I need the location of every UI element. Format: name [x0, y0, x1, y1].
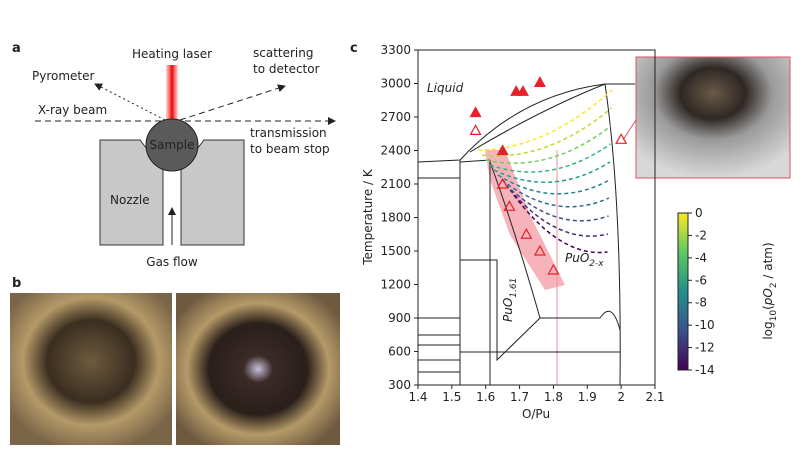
y-tick-label: 2100 — [380, 177, 411, 191]
colorbar-tick-label: -12 — [695, 341, 715, 355]
data-point — [469, 106, 482, 118]
data-point — [516, 85, 529, 96]
panel-label: b — [12, 276, 21, 291]
text: 2 — [769, 282, 779, 288]
label: Sample — [150, 138, 195, 152]
inset-link — [622, 119, 637, 141]
data-point — [469, 124, 482, 135]
x-tick-label: 1.4 — [408, 390, 427, 404]
annotation: Liquid — [427, 81, 464, 95]
colorbar-tick-label: 0 — [695, 206, 703, 220]
data-point — [503, 200, 516, 211]
colorbar — [677, 212, 689, 371]
isobar — [501, 179, 610, 208]
panel-label: c — [350, 41, 358, 56]
y-tick-label: 1800 — [380, 211, 411, 225]
x-tick-label: 1.9 — [578, 390, 597, 404]
scatter-arrow — [179, 84, 286, 121]
label: transmission — [250, 126, 327, 140]
data-point — [615, 133, 628, 144]
data-point — [547, 263, 560, 275]
text: 1.61 — [509, 278, 519, 298]
pyrometer-arrow — [94, 83, 166, 121]
label: Nozzle — [110, 193, 150, 207]
isobar — [477, 89, 613, 151]
x-tick-label: 2.1 — [645, 390, 664, 404]
data-point — [496, 144, 509, 156]
x-tick-label: 2 — [617, 390, 625, 404]
colorbar-tick-label: -2 — [695, 228, 707, 242]
colorbar-tick-label: -8 — [695, 296, 707, 310]
x-tick-label: 1.7 — [510, 390, 529, 404]
isobar — [505, 184, 609, 222]
y-axis-label: Temperature / K — [361, 168, 375, 266]
isobar — [509, 189, 609, 237]
label: X-ray beam — [38, 103, 107, 117]
x-tick-label: 1.6 — [476, 390, 495, 404]
label: Heating laser — [132, 47, 212, 61]
annotation: PuO2-x — [565, 251, 604, 269]
text: pO — [761, 288, 775, 306]
data-point — [520, 228, 533, 239]
colorbar-tick-label: -6 — [695, 273, 707, 287]
text: PuO — [501, 298, 515, 322]
label: scattering — [253, 46, 314, 60]
isobar — [497, 174, 610, 195]
nozzle — [180, 139, 245, 246]
y-tick-label: 1500 — [380, 244, 411, 258]
text: ( — [761, 305, 775, 310]
colorbar-tick-label: -4 — [695, 251, 707, 265]
photo — [176, 293, 340, 445]
y-tick-label: 1200 — [380, 278, 411, 292]
text: log — [761, 321, 775, 339]
x-tick-label: 1.5 — [442, 390, 461, 404]
inset-photo — [635, 56, 791, 179]
text: 2-x — [589, 259, 604, 269]
colorbar-tick-label: -10 — [695, 318, 715, 332]
label: Pyrometer — [32, 69, 95, 83]
y-tick-label: 600 — [388, 345, 411, 359]
data-point — [533, 244, 546, 256]
label: Gas flow — [146, 255, 198, 269]
x-axis-label: O/Pu — [522, 407, 550, 421]
text: PuO — [565, 251, 589, 265]
x-tick-label: 1.8 — [544, 390, 563, 404]
isobar — [493, 161, 611, 183]
label: to beam stop — [250, 142, 330, 156]
data-point — [533, 76, 546, 87]
label: to detector — [253, 62, 320, 76]
colorbar-label: log10(pO2 / atm) — [761, 242, 779, 339]
isobar — [481, 107, 612, 157]
data-point — [496, 177, 509, 189]
photo — [10, 293, 172, 445]
y-tick-label: 3000 — [380, 77, 411, 91]
text: 10 — [769, 310, 779, 322]
isobar — [513, 194, 608, 254]
y-tick-label: 2400 — [380, 144, 411, 158]
panel-label: a — [12, 41, 21, 56]
text: / atm) — [761, 242, 775, 282]
nozzle — [99, 139, 164, 246]
isobar — [485, 125, 612, 164]
y-tick-label: 3300 — [380, 43, 411, 57]
sample — [145, 118, 199, 172]
y-tick-label: 900 — [388, 311, 411, 325]
laser — [166, 65, 178, 120]
annotation: PuO1.61 — [501, 278, 519, 322]
y-tick-label: 2700 — [380, 110, 411, 124]
colorbar-tick-label: -14 — [695, 363, 715, 377]
y-tick-label: 300 — [388, 378, 411, 392]
